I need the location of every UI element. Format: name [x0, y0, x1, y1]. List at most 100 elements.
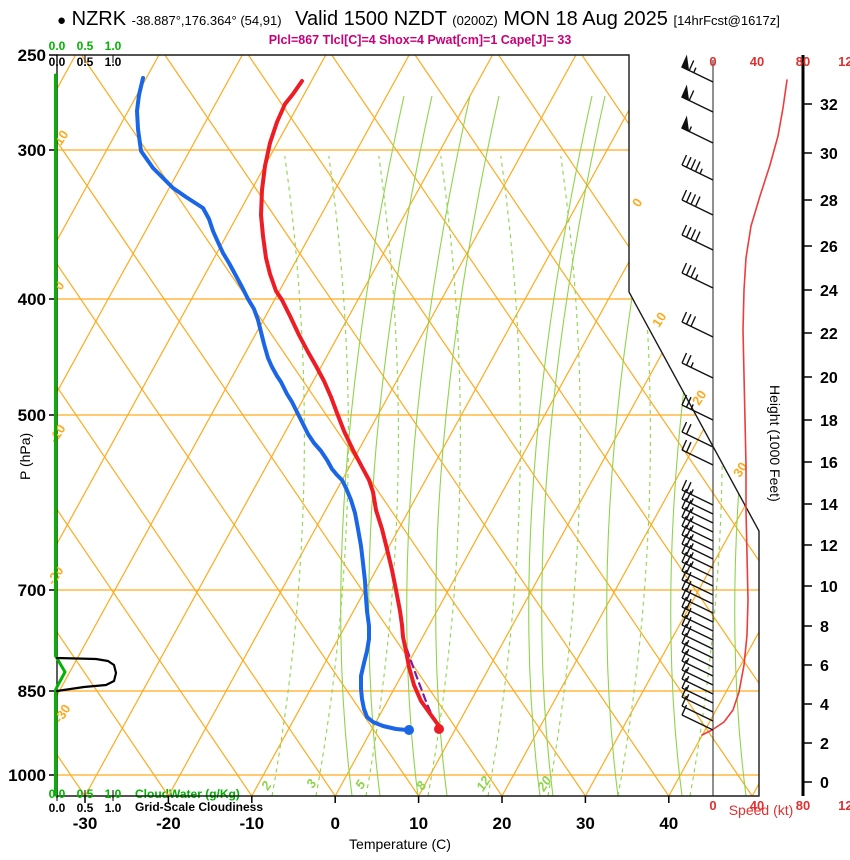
cloudwater-axis-title: CloudWater (g/Kg) [135, 787, 240, 801]
wind-barb [681, 560, 714, 587]
temperature-tick-label: 0 [330, 814, 339, 833]
wind-barb [681, 641, 714, 668]
temperature-tick-label: 40 [659, 814, 678, 833]
wind-barb [681, 587, 714, 614]
sounding-indices: Plcl=867 Tlcl[C]=4 Shox=4 Pwat[cm]=1 Cap… [268, 33, 572, 47]
pressure-tick-label: 850 [18, 682, 46, 701]
isotherm-label: 0 [629, 195, 646, 209]
valid-date: MON 18 Aug 2025 [503, 8, 668, 30]
cloudiness-axis-title: Grid-Scale Cloudiness [135, 800, 264, 814]
height-tick-label: 14 [820, 497, 838, 514]
height-tick-label: 22 [820, 326, 838, 343]
wind-barb [681, 497, 714, 524]
height-tick-label: 12 [820, 538, 838, 555]
isotherm-line [84, 55, 494, 796]
cloudiness-scale-bottom: 0.0 [49, 801, 66, 815]
mixing-ratio-line [689, 155, 723, 796]
isotherm-line [418, 55, 759, 796]
dry-adiabat-line [57, 55, 253, 796]
wind-barb [681, 311, 714, 338]
dewpoint-curve [135, 76, 409, 732]
speed-tick-label-bottom: 120 [838, 798, 850, 813]
temperature-curve [259, 79, 443, 732]
valid-utc: (0200Z) [452, 13, 498, 28]
cloudwater-scale-top: 0.0 [49, 39, 66, 53]
speed-axis-title: Speed (kt) [728, 802, 794, 818]
cloudiness-curve [55, 656, 118, 693]
pressure-tick-label: 250 [18, 46, 46, 65]
wind-barb [681, 154, 714, 181]
speed-tick-label-bottom: 80 [796, 798, 810, 813]
wind-barb [681, 506, 714, 533]
mixing-ratio-label: 20 [533, 773, 554, 795]
height-tick-label: 10 [820, 579, 838, 596]
wind-barb [681, 515, 714, 542]
pressure-tick-label: 400 [18, 290, 46, 309]
station-id: NZRK [71, 8, 127, 30]
height-tick-label: 2 [820, 736, 829, 753]
wind-barb [681, 224, 714, 251]
cloudwater-scale-top: 0.5 [77, 39, 94, 53]
pressure-tick-label: 300 [18, 141, 46, 160]
wind-barb [681, 488, 714, 515]
mixing-ratio-line [617, 155, 651, 796]
mixing-ratio-label: 3 [303, 776, 320, 791]
height-tick-label: 4 [820, 697, 829, 714]
wind-barb [681, 596, 714, 623]
wind-barb [681, 569, 714, 596]
cloudwater-curve [54, 73, 67, 797]
isotherm-label: 10 [649, 309, 669, 329]
station-bullet-icon: ● [57, 12, 67, 29]
pressure-tick-label: 700 [18, 581, 46, 600]
speed-tick-label-top: 80 [796, 54, 810, 69]
wind-barb [681, 439, 714, 466]
moist-adiabat-line [528, 95, 593, 796]
moist-adiabat-line [541, 95, 606, 796]
wind-barb [681, 115, 714, 144]
speed-tick-label-bottom: 40 [750, 798, 764, 813]
wind-barb [681, 605, 714, 632]
station-coords: -38.887°,176.364° (54,91) [131, 13, 282, 28]
mixing-ratio-line [427, 155, 461, 796]
mixing-ratio-line [547, 155, 581, 796]
height-tick-label: 30 [820, 146, 838, 163]
temperature-tick-label: 20 [493, 814, 512, 833]
isotherm-line [584, 55, 759, 796]
height-tick-label: 32 [820, 97, 838, 114]
wind-barb [681, 84, 714, 113]
wind-barb [681, 677, 714, 704]
isotherm-line [251, 55, 660, 796]
temperature-tick-label: 30 [576, 814, 595, 833]
wind-barb [681, 659, 714, 686]
wind-barb [681, 533, 714, 560]
isotherm-line [668, 55, 759, 796]
cloudiness-scale-bottom: 0.5 [77, 801, 94, 815]
isotherm-line [57, 55, 410, 796]
moist-adiabat-line [368, 95, 433, 796]
dry-adiabat-line [414, 55, 759, 796]
wind-barb [681, 578, 714, 605]
mixing-ratio-line [487, 155, 521, 796]
wind-barb [681, 189, 714, 216]
wind-barb [681, 54, 714, 83]
dry-adiabat-label: 0 [51, 278, 68, 292]
height-tick-label: 20 [820, 370, 838, 387]
surface-temperature-dot [434, 724, 444, 734]
dry-adiabat-line [57, 55, 420, 796]
speed-tick-label-top: 120 [838, 54, 850, 69]
wind-barb [681, 686, 714, 713]
mixing-ratio-label: 5 [352, 777, 369, 792]
isotherm-line [334, 55, 744, 796]
speed-tick-label-top: 0 [709, 54, 716, 69]
wind-barb [681, 394, 714, 421]
valid-time: Valid 1500 NZDT [295, 8, 447, 30]
temperature-tick-label: -20 [156, 814, 181, 833]
wind-barb [681, 352, 714, 379]
temperature-tick-label: -10 [240, 814, 265, 833]
height-tick-label: 8 [820, 619, 829, 636]
height-tick-label: 6 [820, 658, 829, 675]
height-tick-label: 0 [820, 775, 829, 792]
mixing-ratio-label: 12 [473, 773, 494, 794]
height-tick-label: 18 [820, 413, 838, 430]
